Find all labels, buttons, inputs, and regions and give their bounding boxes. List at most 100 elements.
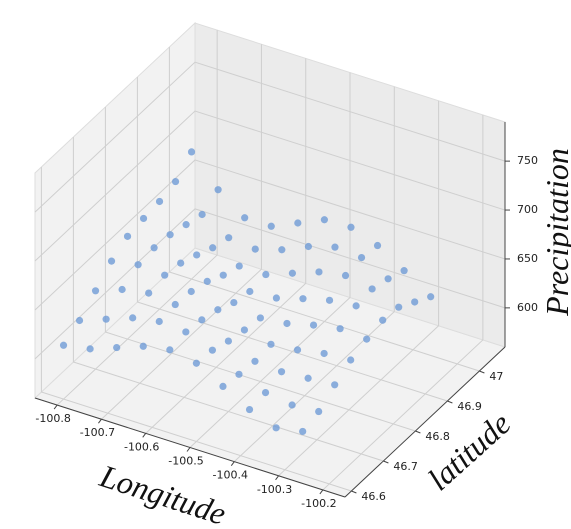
point [219,382,227,390]
x-axis [34,397,346,498]
y-tick-label: 46.7 [393,460,418,473]
point [155,317,163,326]
point [267,340,275,348]
point [145,289,153,297]
grid-line [56,30,218,406]
grid-line [322,114,484,491]
y-tick-label: 46.9 [457,400,482,413]
point [171,300,179,309]
point [187,148,196,156]
grid-line [233,86,395,463]
point [379,316,387,324]
grid-line [278,100,440,477]
point [75,316,84,325]
point [325,296,334,304]
point [107,257,116,265]
point [150,244,158,252]
point [315,268,323,276]
point [235,370,243,378]
point [91,287,100,295]
point [193,251,201,259]
grid-line [34,110,506,262]
grid-line [72,137,384,462]
point [395,303,403,311]
grid-line [34,61,506,213]
point [187,287,195,296]
point [139,342,147,350]
point [363,335,371,343]
point [177,259,185,267]
point [208,346,216,354]
point [320,349,328,358]
point [240,326,248,334]
point [134,261,142,269]
point [219,271,227,279]
point [278,246,286,254]
x-tick-label: -100.8 [35,412,70,425]
grid-line [101,44,262,420]
grid-line [168,47,480,372]
point [331,381,339,389]
grid-line [40,167,352,492]
x-axis-label: Longitude [95,457,231,529]
y-axis [344,346,506,498]
point [357,254,366,262]
point [214,186,222,194]
tick-mark [319,489,324,495]
point [299,427,307,436]
point [102,315,110,323]
point [299,295,307,303]
tick-mark [53,404,58,410]
point [283,319,291,328]
point [293,346,302,354]
point [224,337,232,345]
grid-line [34,159,506,311]
point [161,271,169,279]
point [182,328,190,336]
z-tick-label: 650 [517,252,538,265]
tick-mark [479,370,485,374]
point [182,221,190,229]
tick-mark [383,460,389,464]
point [288,401,296,409]
z-tick-label: 600 [517,301,538,314]
tick-mark [98,418,102,424]
point [400,267,408,275]
y-tick-label: 46.6 [361,490,386,503]
point [203,277,211,285]
point [352,302,360,310]
point [261,389,270,397]
z-tick-label: 700 [517,203,538,216]
point [246,287,254,296]
point [123,232,132,240]
point [331,243,339,251]
grid-line [34,208,506,360]
point [118,285,126,294]
point [245,405,254,414]
point [347,223,355,231]
point [341,271,350,280]
y-tick-label: 46.8 [425,430,450,443]
point [214,306,222,314]
point [166,346,174,354]
point [272,294,280,302]
tick-mark [447,400,453,404]
grid-line [145,58,307,434]
point [59,341,68,349]
point [336,325,344,333]
point [192,359,200,367]
tick-mark [230,461,235,466]
grid-line [104,107,416,432]
point [251,245,259,253]
x-tick-label: -100.3 [257,483,292,496]
x-tick-label: -100.4 [213,469,248,482]
x-tick-label: -100.5 [168,455,203,468]
z-tick-label: 750 [517,154,538,167]
point [235,262,243,270]
y-axis-label: latitude [421,405,518,497]
point [384,275,392,283]
point [198,316,206,324]
x-tick-label: -100.6 [124,440,159,453]
point [166,231,174,239]
point [304,374,312,382]
